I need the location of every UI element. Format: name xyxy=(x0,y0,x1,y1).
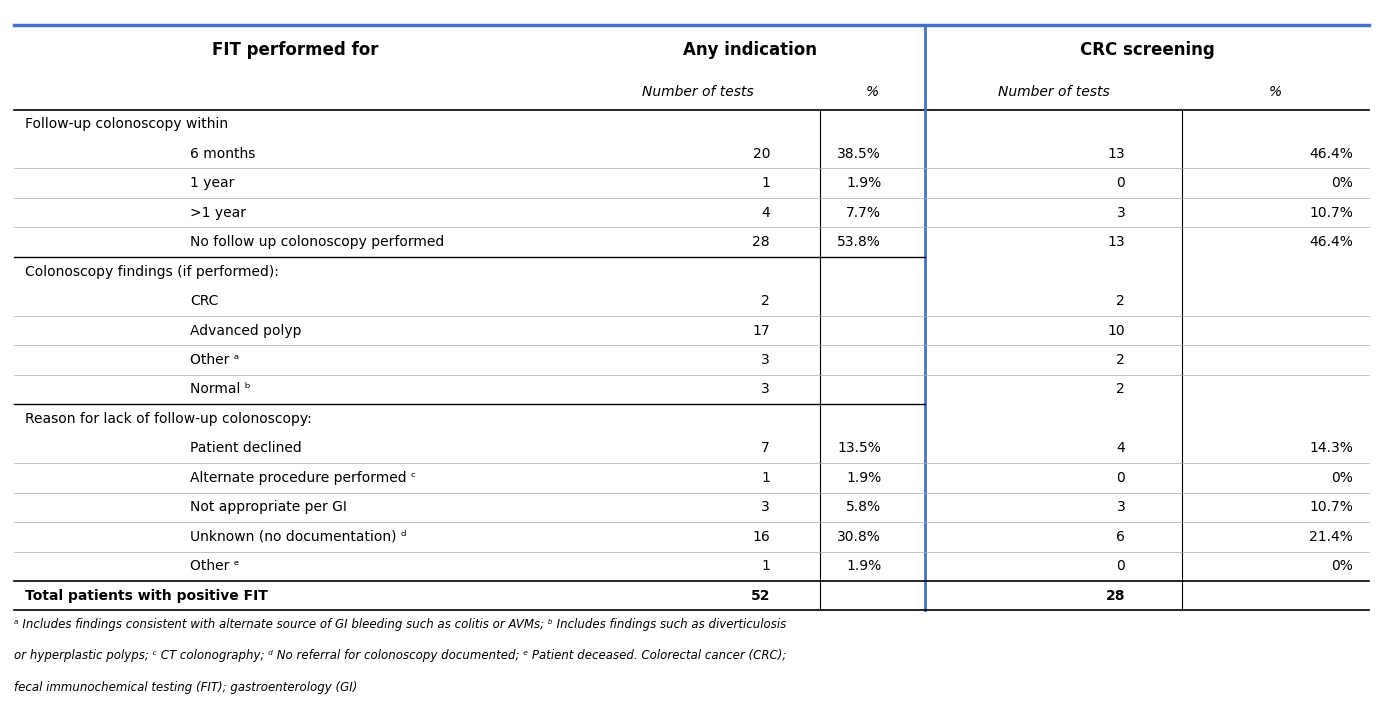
Text: 3: 3 xyxy=(762,500,770,514)
Text: >1 year: >1 year xyxy=(189,206,246,220)
Text: %: % xyxy=(1270,85,1282,99)
Text: 20: 20 xyxy=(752,147,770,161)
Text: 1.9%: 1.9% xyxy=(846,176,881,190)
Text: Number of tests: Number of tests xyxy=(997,85,1109,99)
Text: 2: 2 xyxy=(762,294,770,308)
Text: 1.9%: 1.9% xyxy=(846,559,881,573)
Text: Number of tests: Number of tests xyxy=(642,85,754,99)
Text: 4: 4 xyxy=(1116,441,1126,456)
Text: Advanced polyp: Advanced polyp xyxy=(189,323,301,338)
Text: Other ᵉ: Other ᵉ xyxy=(189,559,239,573)
Text: 1: 1 xyxy=(761,559,770,573)
Text: 46.4%: 46.4% xyxy=(1310,147,1353,161)
Text: Follow-up colonoscopy within: Follow-up colonoscopy within xyxy=(25,117,228,131)
Text: 0: 0 xyxy=(1116,176,1126,190)
Text: 17: 17 xyxy=(752,323,770,338)
Text: 38.5%: 38.5% xyxy=(837,147,881,161)
Text: Reason for lack of follow-up colonoscopy:: Reason for lack of follow-up colonoscopy… xyxy=(25,412,311,426)
Text: 1 year: 1 year xyxy=(189,176,234,190)
Text: 13: 13 xyxy=(1108,147,1126,161)
Text: 52: 52 xyxy=(751,589,770,603)
Text: 2: 2 xyxy=(1116,353,1126,367)
Text: FIT performed for: FIT performed for xyxy=(212,40,379,58)
Text: 2: 2 xyxy=(1116,382,1126,397)
Text: fecal immunochemical testing (FIT); gastroenterology (GI): fecal immunochemical testing (FIT); gast… xyxy=(14,681,357,694)
Text: 4: 4 xyxy=(762,206,770,220)
Text: 28: 28 xyxy=(1106,589,1126,603)
Text: 3: 3 xyxy=(762,353,770,367)
Text: 30.8%: 30.8% xyxy=(837,530,881,544)
Text: CRC: CRC xyxy=(189,294,219,308)
Text: Other ᵃ: Other ᵃ xyxy=(189,353,239,367)
Text: 1.9%: 1.9% xyxy=(846,471,881,485)
Text: 16: 16 xyxy=(752,530,770,544)
Text: 0%: 0% xyxy=(1330,176,1353,190)
Text: %: % xyxy=(866,85,880,99)
Text: 2: 2 xyxy=(1116,294,1126,308)
Text: 28: 28 xyxy=(752,235,770,249)
Text: 3: 3 xyxy=(1116,206,1126,220)
Text: 21.4%: 21.4% xyxy=(1310,530,1353,544)
Text: 53.8%: 53.8% xyxy=(837,235,881,249)
Text: Unknown (no documentation) ᵈ: Unknown (no documentation) ᵈ xyxy=(189,530,407,544)
Text: or hyperplastic polyps; ᶜ CT colonography; ᵈ No referral for colonoscopy documen: or hyperplastic polyps; ᶜ CT colonograph… xyxy=(14,649,786,662)
Text: Colonoscopy findings (if performed):: Colonoscopy findings (if performed): xyxy=(25,264,278,279)
Text: CRC screening: CRC screening xyxy=(1080,40,1214,58)
Text: 10.7%: 10.7% xyxy=(1310,206,1353,220)
Text: Total patients with positive FIT: Total patients with positive FIT xyxy=(25,589,267,603)
Text: Patient declined: Patient declined xyxy=(189,441,301,456)
Text: 10.7%: 10.7% xyxy=(1310,500,1353,514)
Text: 7.7%: 7.7% xyxy=(846,206,881,220)
Text: 7: 7 xyxy=(762,441,770,456)
Text: 13.5%: 13.5% xyxy=(837,441,881,456)
Text: 0: 0 xyxy=(1116,471,1126,485)
Text: 3: 3 xyxy=(762,382,770,397)
Text: 10: 10 xyxy=(1108,323,1126,338)
Text: 0%: 0% xyxy=(1330,471,1353,485)
Text: 6: 6 xyxy=(1116,530,1126,544)
Text: Normal ᵇ: Normal ᵇ xyxy=(189,382,250,397)
Text: 1: 1 xyxy=(761,471,770,485)
Text: 46.4%: 46.4% xyxy=(1310,235,1353,249)
Text: 14.3%: 14.3% xyxy=(1310,441,1353,456)
Text: 6 months: 6 months xyxy=(189,147,256,161)
Text: 13: 13 xyxy=(1108,235,1126,249)
Text: ᵃ Includes findings consistent with alternate source of GI bleeding such as coli: ᵃ Includes findings consistent with alte… xyxy=(14,618,786,631)
Text: Alternate procedure performed ᶜ: Alternate procedure performed ᶜ xyxy=(189,471,416,485)
Text: 3: 3 xyxy=(1116,500,1126,514)
Text: 1: 1 xyxy=(761,176,770,190)
Text: Not appropriate per GI: Not appropriate per GI xyxy=(189,500,347,514)
Text: No follow up colonoscopy performed: No follow up colonoscopy performed xyxy=(189,235,444,249)
Text: Any indication: Any indication xyxy=(683,40,817,58)
Text: 0: 0 xyxy=(1116,559,1126,573)
Text: 5.8%: 5.8% xyxy=(846,500,881,514)
Text: 0%: 0% xyxy=(1330,559,1353,573)
